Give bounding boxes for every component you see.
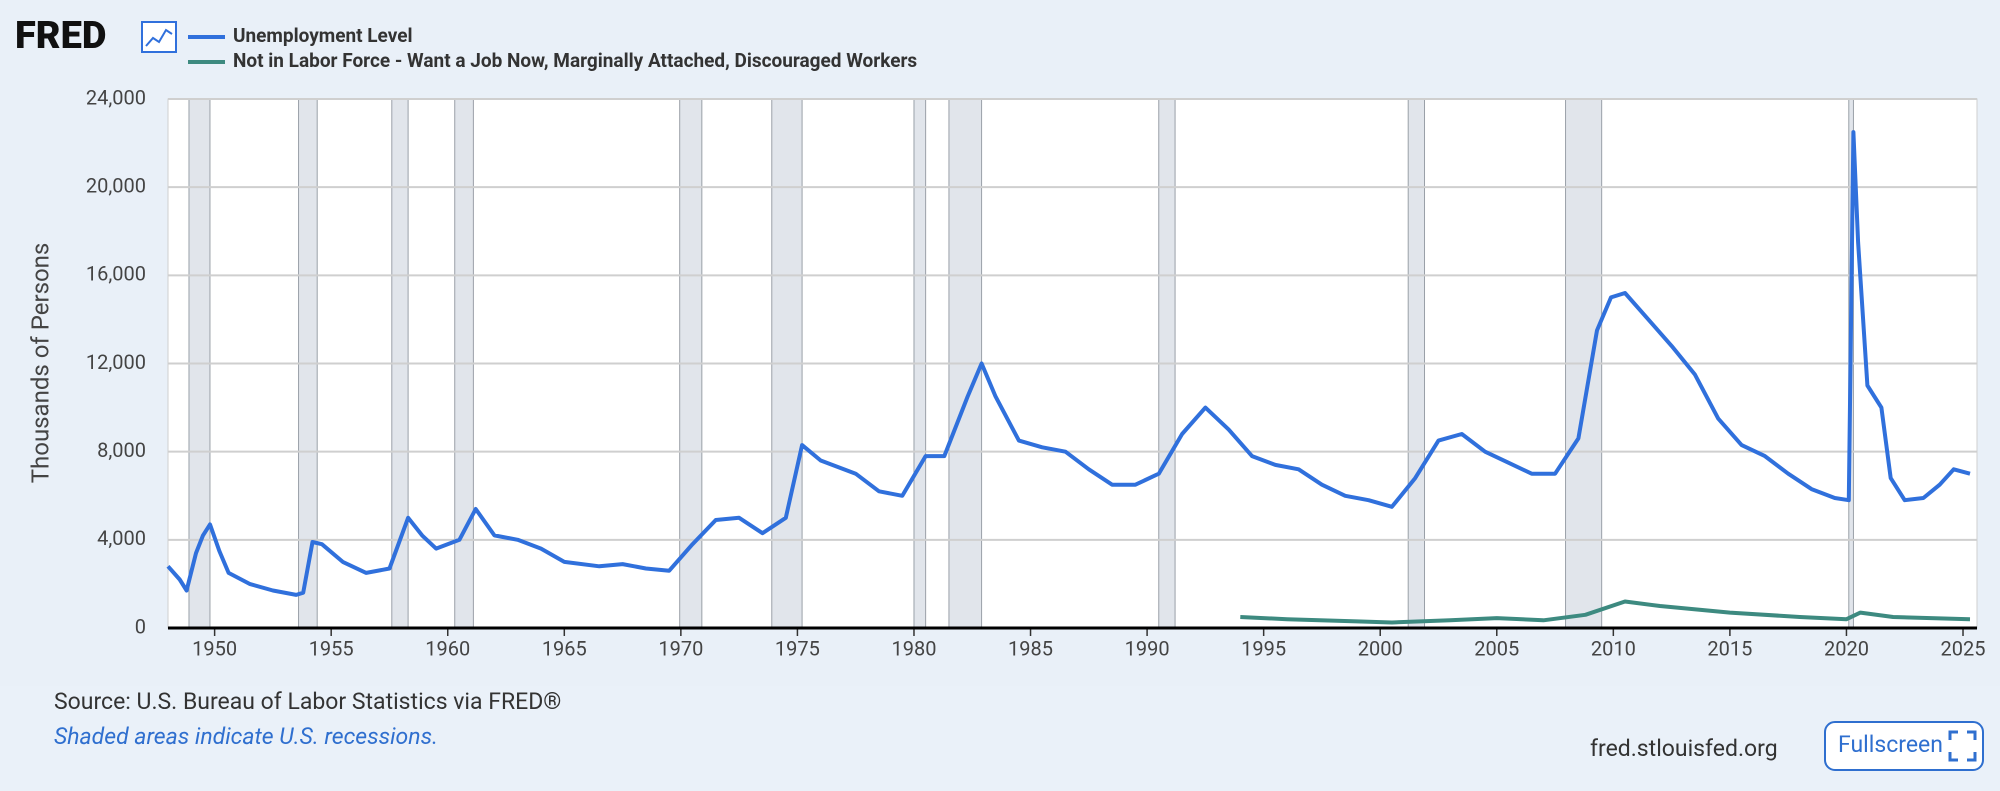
x-tick-label: 1970	[658, 636, 703, 660]
x-tick-label: 2020	[1824, 636, 1869, 660]
y-tick-label: 12,000	[86, 350, 146, 374]
y-axis-title: Thousands of Persons	[26, 243, 54, 484]
fullscreen-label[interactable]: Fullscreen	[1838, 731, 1943, 758]
x-tick-label: 1995	[1241, 636, 1286, 660]
legend-label: Unemployment Level	[233, 24, 413, 47]
x-tick-label: 1985	[1008, 636, 1053, 660]
y-tick-label: 8,000	[97, 438, 146, 462]
logo-icon	[141, 21, 177, 53]
x-tick-label: 1950	[192, 636, 237, 660]
y-tick-label: 4,000	[97, 526, 146, 550]
recession-note[interactable]: Shaded areas indicate U.S. recessions.	[54, 723, 438, 750]
site-link[interactable]: fred.stlouisfed.org	[1590, 735, 1778, 762]
fullscreen-button[interactable]	[1824, 721, 1984, 771]
fullscreen-icon[interactable]	[1948, 730, 1977, 762]
x-tick-label: 2005	[1474, 636, 1519, 660]
series-line	[1240, 599, 1971, 625]
x-tick-label: 2000	[1358, 636, 1403, 660]
x-tick-label: 1965	[542, 636, 587, 660]
x-tick-label: 1955	[309, 636, 354, 660]
x-tick-label: 1975	[775, 636, 820, 660]
logo-icon-line	[145, 28, 173, 47]
x-tick-label: 1990	[1125, 636, 1170, 660]
x-tick-label: 1980	[891, 636, 936, 660]
x-tick-label: 2025	[1941, 636, 1986, 660]
y-tick-label: 24,000	[86, 85, 146, 109]
logo: FRED	[15, 14, 106, 58]
y-tick-label: 0	[135, 614, 146, 638]
source: Source: U.S. Bureau of Labor Statistics …	[54, 688, 561, 715]
x-tick-label: 2010	[1591, 636, 1636, 660]
x-tick-label: 1960	[425, 636, 470, 660]
series-line	[166, 130, 1971, 597]
x-tick-label: 2015	[1707, 636, 1752, 660]
y-tick-label: 20,000	[86, 173, 146, 197]
legend-label: Not in Labor Force - Want a Job Now, Mar…	[233, 49, 917, 72]
y-tick-label: 16,000	[86, 262, 146, 286]
